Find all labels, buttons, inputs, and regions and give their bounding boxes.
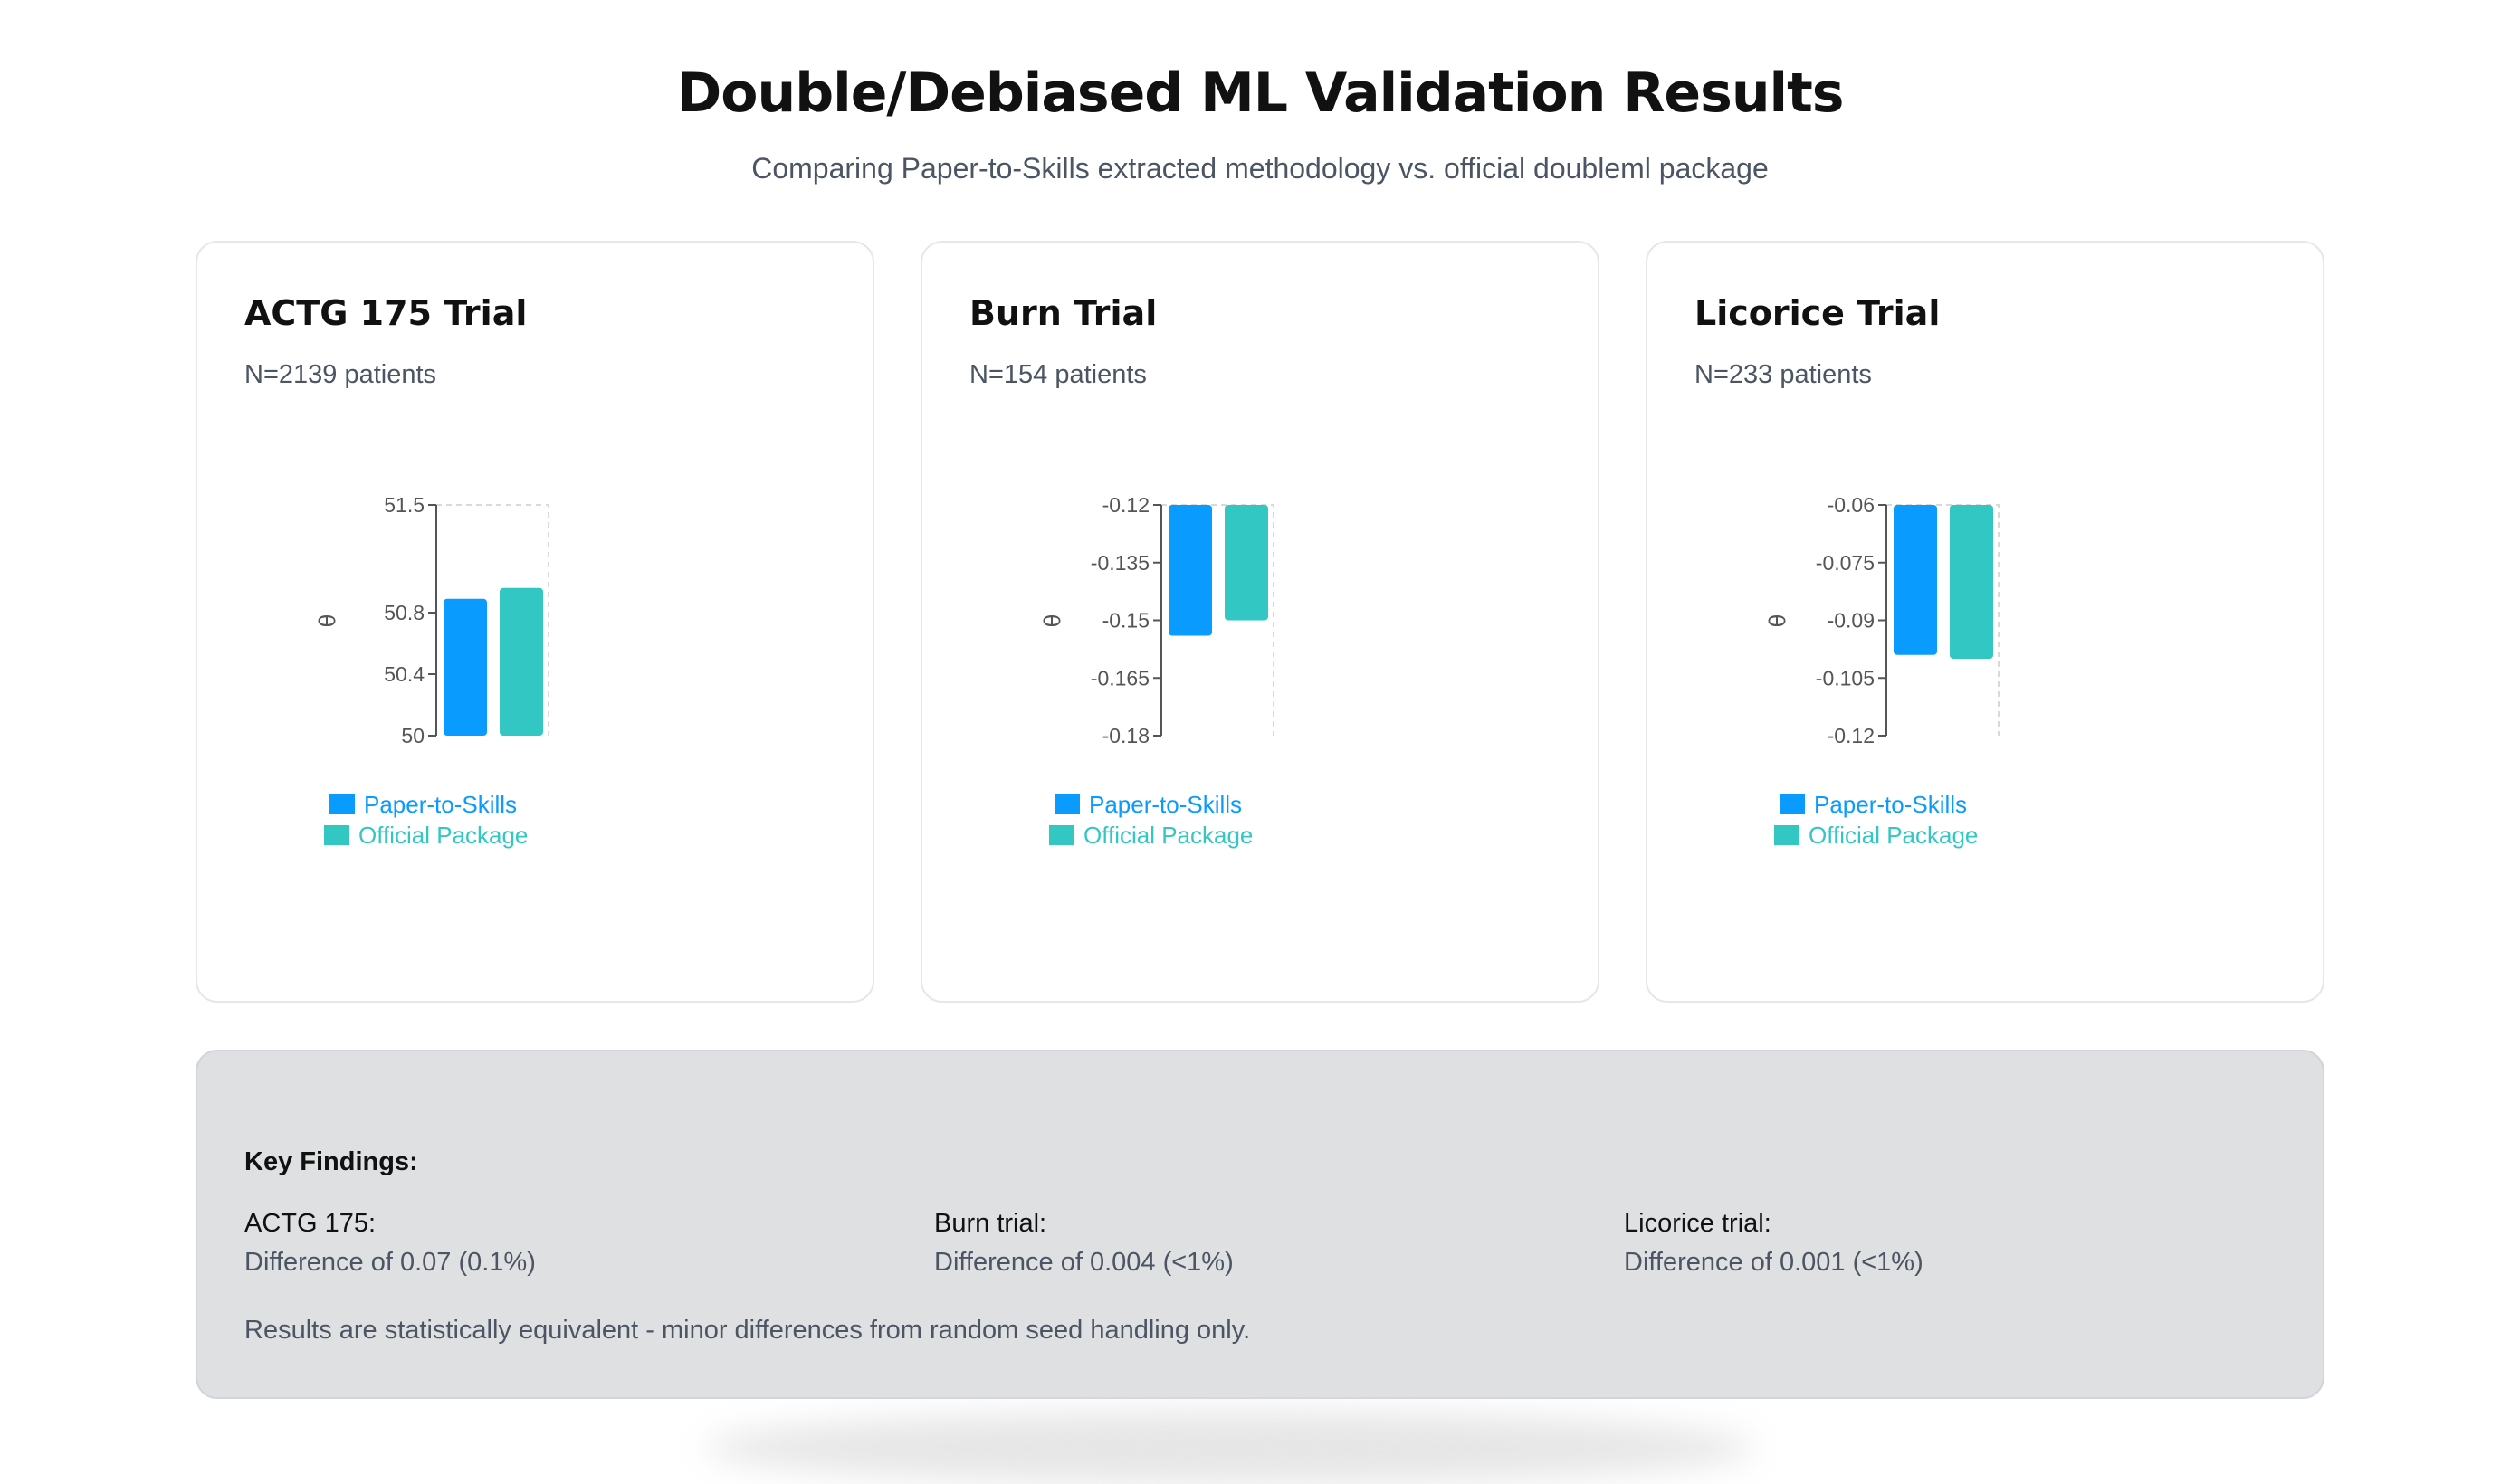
chart-legend: Paper-to-Skills Official Package <box>1049 789 1253 851</box>
page-title: Double/Debiased ML Validation Results <box>676 62 1844 125</box>
legend-swatch-official <box>1774 825 1799 845</box>
chart-licorice: -0.06 -0.075 -0.09 -0.105 -0.12 θ <box>1765 493 2000 747</box>
finding-title: ACTG 175: <box>244 1209 377 1238</box>
legend-swatch-paper <box>329 794 355 814</box>
grid-frame <box>436 504 549 736</box>
y-tick-label: -0.06 <box>1828 493 1875 517</box>
grid-frame <box>1886 504 2000 736</box>
legend-swatch-paper <box>1780 794 1805 814</box>
y-tick-label: -0.12 <box>1828 724 1875 747</box>
finding-licorice: Licorice trial: Difference of 0.001 (<1%… <box>1624 1209 1923 1278</box>
legend-official: Official Package <box>1774 820 1978 851</box>
y-tick-label: 50 <box>401 724 425 747</box>
grid-frame <box>1161 504 1274 736</box>
bar-official-package <box>1225 505 1268 621</box>
legend-label-official: Official Package <box>358 821 529 849</box>
card-title: ACTG 175 Trial <box>244 293 528 333</box>
y-tick-label: -0.12 <box>1102 493 1150 517</box>
bottom-shadow <box>706 1412 1756 1484</box>
legend-swatch-official <box>1049 825 1074 845</box>
legend-label-official: Official Package <box>1809 821 1979 849</box>
legend-paper: Paper-to-Skills <box>1055 789 1253 820</box>
chart-legend: Paper-to-Skills Official Package <box>324 789 528 851</box>
y-tick-label: 50.8 <box>384 601 425 624</box>
y-tick-label: -0.135 <box>1091 551 1150 575</box>
card-actg175: ACTG 175 Trial N=2139 patients 51.5 50.8 5… <box>196 241 874 1003</box>
bar-paper-to-skills <box>1169 505 1212 636</box>
legend-label-paper: Paper-to-Skills <box>364 790 518 818</box>
legend-official: Official Package <box>1049 820 1253 851</box>
legend-official: Official Package <box>324 820 528 851</box>
chart-actg175: 51.5 50.8 50.4 50 θ <box>315 493 549 747</box>
page-subtitle: Comparing Paper-to-Skills extracted meth… <box>751 152 1769 185</box>
legend-label-paper: Paper-to-Skills <box>1814 790 1968 818</box>
bar-official-package <box>1950 505 1993 659</box>
card-title: Licorice Trial <box>1694 293 1941 333</box>
legend-swatch-official <box>324 825 349 845</box>
y-tick-label: -0.105 <box>1816 666 1875 690</box>
key-findings-panel: Key Findings: ACTG 175: Difference of 0.… <box>196 1050 2324 1399</box>
legend-paper: Paper-to-Skills <box>329 789 528 820</box>
y-axis-label: θ <box>1765 614 1790 628</box>
finding-detail: Difference of 0.004 (<1%) <box>934 1248 1234 1277</box>
card-patient-count: N=2139 patients <box>244 360 437 389</box>
y-tick-label: 51.5 <box>384 493 425 517</box>
finding-detail: Difference of 0.001 (<1%) <box>1624 1248 1923 1277</box>
y-axis-label: θ <box>315 614 340 628</box>
y-tick-label: -0.09 <box>1828 609 1875 633</box>
finding-title: Licorice trial: <box>1624 1209 1771 1238</box>
finding-burn: Burn trial: Difference of 0.004 (<1%) <box>934 1209 1234 1278</box>
bar-paper-to-skills <box>1894 505 1937 655</box>
key-findings-heading: Key Findings: <box>244 1147 418 1176</box>
card-burn: Burn Trial N=154 patients -0.12 -0.135 -0.… <box>921 241 1599 1003</box>
finding-detail: Difference of 0.07 (0.1%) <box>244 1248 536 1277</box>
y-tick-label: -0.18 <box>1102 724 1150 747</box>
y-tick-label: 50.4 <box>384 662 425 686</box>
card-patient-count: N=154 patients <box>969 360 1147 389</box>
findings-note: Results are statistically equivalent - m… <box>244 1316 1251 1345</box>
y-axis-label: θ <box>1040 614 1065 628</box>
card-title: Burn Trial <box>969 293 1158 333</box>
legend-paper: Paper-to-Skills <box>1780 789 1978 820</box>
legend-swatch-paper <box>1055 794 1080 814</box>
y-tick-label: -0.15 <box>1102 609 1150 633</box>
y-tick-label: -0.165 <box>1091 666 1150 690</box>
legend-label-official: Official Package <box>1083 821 1254 849</box>
bar-paper-to-skills <box>444 598 487 736</box>
chart-legend: Paper-to-Skills Official Package <box>1774 789 1978 851</box>
legend-label-paper: Paper-to-Skills <box>1089 790 1243 818</box>
card-patient-count: N=233 patients <box>1694 360 1872 389</box>
y-tick-label: -0.075 <box>1816 551 1875 575</box>
finding-actg175: ACTG 175: Difference of 0.07 (0.1%) <box>244 1209 536 1278</box>
chart-burn: -0.12 -0.135 -0.15 -0.165 -0.18 θ <box>1040 493 1274 747</box>
finding-title: Burn trial: <box>934 1209 1047 1238</box>
bar-official-package <box>500 587 543 736</box>
card-licorice: Licorice Trial N=233 patients -0.06 -0.07… <box>1646 241 2324 1003</box>
